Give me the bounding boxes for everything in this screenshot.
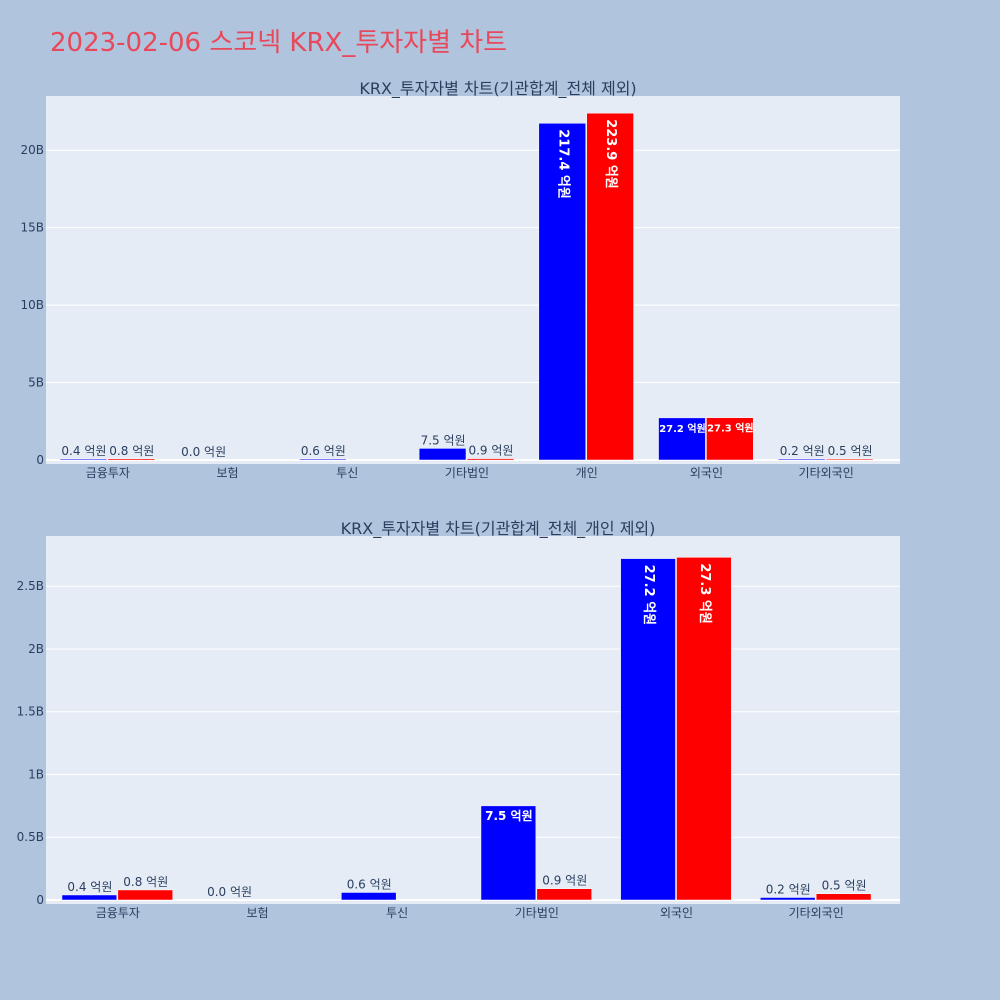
data-label: 0.5 억원: [828, 444, 873, 458]
x-tick-label: 투신: [336, 466, 358, 480]
data-label: 7.5 억원: [485, 809, 533, 823]
x-tick-label: 보험: [217, 466, 239, 480]
x-tick-label: 기타법인: [515, 906, 559, 920]
bar: [620, 558, 676, 901]
bar: [825, 458, 874, 461]
data-label: 0.9 억원: [468, 444, 513, 458]
bar: [201, 899, 257, 901]
x-tick-label: 금융투자: [96, 906, 140, 920]
x-tick-label: 투신: [386, 906, 408, 920]
bar: [538, 123, 586, 461]
y-tick-label: 0: [36, 453, 44, 467]
page-title: 2023-02-06 스코넥 KRX_투자자별 차트: [50, 28, 508, 58]
data-label: 0.6 억원: [347, 877, 392, 891]
chart-2: 0 0.5B 1B 1.5B 2B 2.5B KRX_투자자별 차트(기관합계_전체_개인 …: [17, 519, 900, 920]
bar: [778, 458, 826, 461]
bar: [480, 805, 537, 901]
bar: [815, 893, 872, 901]
bar: [658, 417, 706, 461]
bar: [418, 448, 467, 461]
bar: [107, 458, 155, 461]
bar: [117, 889, 173, 901]
y-tick-label: 10B: [20, 298, 44, 312]
bar: [536, 888, 592, 901]
bar: [59, 458, 108, 461]
y-tick-label: 5B: [28, 376, 44, 390]
chart-title: KRX_투자자별 차트(기관합계_전체 제외): [359, 79, 636, 99]
x-tick-label: 보험: [246, 906, 268, 920]
bar: [706, 417, 754, 461]
y-tick-label: 0.5B: [17, 830, 44, 844]
data-label: 0.6 억원: [301, 444, 346, 458]
data-label: 27.2 억원: [641, 565, 656, 626]
x-tick-label: 기타법인: [445, 466, 489, 480]
x-tick-label: 금융투자: [86, 466, 130, 480]
bar: [299, 458, 347, 461]
bar: [760, 897, 816, 901]
data-label: 27.2 억원: [659, 422, 706, 435]
data-label: 0.0 억원: [207, 885, 252, 899]
bar: [466, 458, 515, 461]
x-tick-label: 기타외국인: [789, 906, 844, 920]
y-tick-label: 20B: [20, 143, 44, 157]
plot-area: [46, 96, 900, 464]
y-tick-label: 15B: [20, 221, 44, 235]
bar: [341, 892, 397, 901]
data-label: 0.4 억원: [61, 444, 106, 458]
data-label: 0.5 억원: [822, 879, 867, 893]
bar: [61, 894, 118, 901]
data-label: 0.4 억원: [67, 880, 112, 894]
bar: [179, 459, 227, 461]
y-tick-label: 1.5B: [17, 705, 44, 719]
data-label: 0.8 억원: [123, 875, 168, 889]
chart-title: KRX_투자자별 차트(기관합계_전체_개인 제외): [341, 519, 656, 539]
data-label: 7.5 억원: [421, 433, 466, 447]
data-label: 0.8 억원: [109, 444, 154, 458]
x-tick-label: 기타외국인: [799, 466, 854, 480]
bar: [676, 557, 732, 901]
x-tick-label: 개인: [576, 466, 598, 480]
y-tick-label: 1B: [28, 767, 44, 781]
data-label: 217.4 억원: [555, 129, 570, 199]
y-tick-label: 2.5B: [17, 579, 44, 593]
bar: [586, 112, 634, 461]
plot-area: [46, 536, 900, 904]
data-label: 0.0 억원: [181, 445, 226, 459]
data-label: 223.9 억원: [603, 119, 618, 189]
y-tick-label: 0: [36, 893, 44, 907]
x-tick-label: 외국인: [690, 466, 723, 480]
data-label: 0.2 억원: [766, 882, 811, 896]
chart-1: 0 5B 10B 15B 20B KRX_투자자별 차트(기관합계_전체 제외) 금융투자 0…: [20, 79, 900, 480]
data-label: 27.3 억원: [707, 422, 754, 435]
data-label: 0.9 억원: [542, 874, 587, 888]
y-tick-label: 2B: [28, 642, 44, 656]
data-label: 0.2 억원: [780, 444, 825, 458]
x-tick-label: 외국인: [660, 906, 693, 920]
data-label: 27.3 억원: [697, 563, 712, 624]
